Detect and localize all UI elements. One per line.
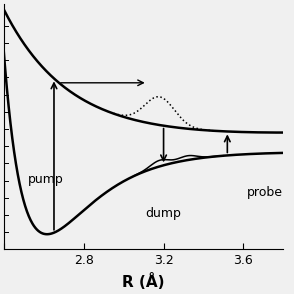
Text: probe: probe: [247, 186, 283, 200]
X-axis label: R (Å): R (Å): [122, 273, 165, 290]
Text: dump: dump: [146, 207, 181, 220]
Text: pump: pump: [28, 173, 64, 186]
